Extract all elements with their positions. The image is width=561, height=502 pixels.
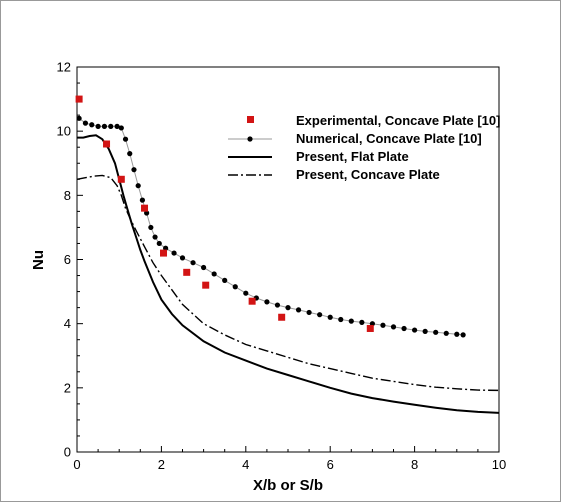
legend-marker-numerical	[247, 136, 253, 142]
numerical-point	[274, 302, 281, 308]
numerical-point	[264, 299, 270, 305]
numerical-point	[460, 332, 466, 338]
numerical-point	[306, 309, 312, 316]
legend-label-experimental: Experimental, Concave Plate [10]	[296, 113, 500, 128]
x-axis: 0 2 4 6 8 10	[73, 446, 506, 472]
numerical-point	[101, 123, 108, 129]
y-tick-label: 10	[57, 124, 71, 139]
numerical-point	[156, 240, 162, 247]
y-tick-label: 12	[57, 60, 71, 75]
legend-label-flat: Present, Flat Plate	[296, 149, 409, 164]
numerical-point	[443, 330, 449, 336]
numerical-point	[369, 321, 375, 327]
numerical-point	[285, 305, 291, 311]
numerical-point	[118, 125, 124, 131]
numerical-point	[135, 183, 141, 189]
experimental-point	[202, 281, 210, 289]
numerical-point	[338, 316, 344, 323]
experimental-point	[248, 297, 256, 305]
numerical-point	[152, 234, 158, 240]
x-tick-label: 10	[492, 457, 506, 472]
numerical-point	[122, 136, 129, 142]
experimental-point	[141, 204, 149, 212]
numerical-point	[412, 327, 418, 333]
numerical-point	[144, 210, 150, 216]
numerical-point	[380, 322, 386, 328]
experimental-point	[278, 313, 286, 321]
legend: Experimental, Concave Plate [10] Numeric…	[228, 113, 500, 182]
numerical-point	[171, 250, 177, 256]
numerical-point	[295, 307, 302, 313]
numerical-point	[114, 123, 120, 129]
numerical-point	[131, 167, 137, 173]
legend-marker-experimental	[247, 116, 254, 123]
series-present-flat-line	[77, 134, 500, 414]
experimental-point	[117, 175, 125, 183]
y-axis-title: Nu	[30, 250, 47, 270]
numerical-point	[390, 324, 397, 330]
numerical-point	[401, 325, 407, 332]
numerical-point	[179, 255, 186, 261]
experimental-point	[366, 324, 374, 332]
experimental-point	[183, 268, 191, 276]
numerical-point	[422, 328, 428, 334]
numerical-point	[433, 329, 439, 335]
experimental-point	[75, 95, 83, 103]
x-tick-label: 6	[327, 457, 334, 472]
y-axis: 0 2 4 6 8 10 12	[57, 60, 83, 460]
x-tick-label: 2	[158, 457, 165, 472]
y-tick-label: 6	[64, 252, 71, 267]
numerical-point	[89, 122, 95, 128]
legend-label-numerical: Numerical, Concave Plate [10]	[296, 131, 482, 146]
x-axis-title: X/b or S/b	[253, 477, 323, 494]
y-tick-label: 2	[64, 380, 71, 395]
numerical-point	[163, 245, 169, 251]
y-tick-label: 4	[64, 316, 71, 331]
numerical-point	[95, 123, 101, 129]
numerical-point	[317, 312, 323, 318]
legend-label-concave: Present, Concave Plate	[296, 167, 440, 182]
numerical-point	[211, 271, 217, 277]
series-present-concave-line	[76, 174, 500, 392]
numerical-point	[222, 277, 228, 283]
numerical-point	[359, 319, 365, 325]
numerical-point	[76, 115, 82, 121]
numerical-point	[327, 314, 333, 320]
experimental-point	[160, 249, 168, 257]
numerical-point	[201, 264, 207, 271]
y-tick-label: 8	[64, 188, 71, 203]
x-tick-label: 8	[411, 457, 418, 472]
numerical-point	[190, 260, 196, 266]
y-tick-label: 0	[64, 445, 71, 460]
x-tick-label: 0	[73, 457, 80, 472]
numerical-point	[108, 123, 114, 129]
numerical-point	[139, 197, 146, 203]
numerical-point	[82, 120, 89, 126]
series-layer	[75, 95, 500, 414]
numerical-point	[243, 290, 249, 296]
numerical-point	[232, 284, 238, 290]
numerical-point	[127, 151, 133, 157]
numerical-point	[348, 318, 354, 324]
experimental-point	[103, 140, 111, 148]
numerical-point	[454, 331, 460, 337]
x-tick-label: 4	[242, 457, 249, 472]
numerical-point	[148, 224, 154, 231]
